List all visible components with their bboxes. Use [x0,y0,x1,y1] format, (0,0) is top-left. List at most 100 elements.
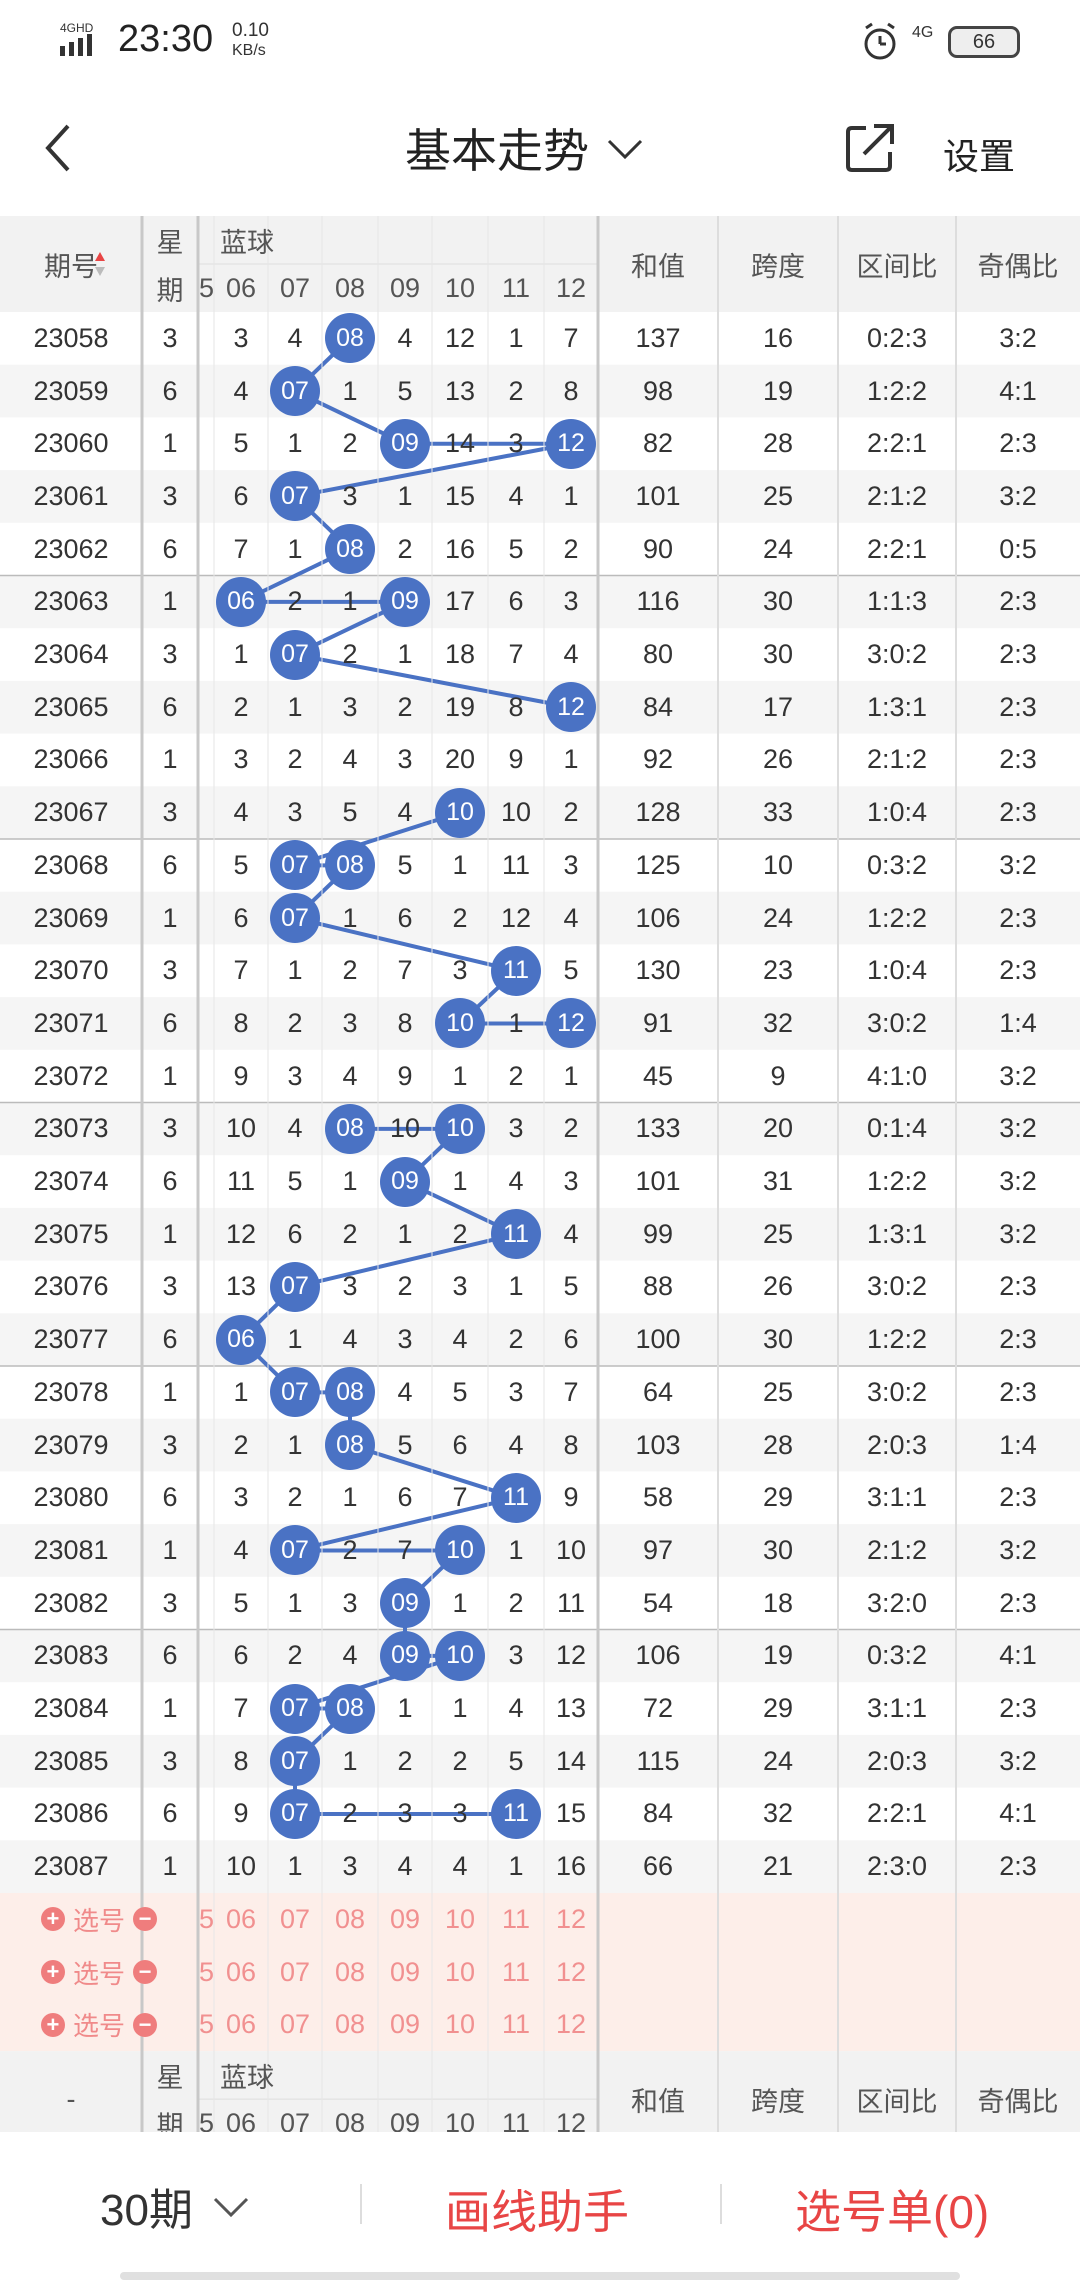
blue-cell: 6 [452,1429,468,1460]
pick-list-button[interactable]: 选号单(0) [795,2186,990,2238]
blue-ball: 07 [270,1261,320,1312]
pick-number[interactable]: 08 [334,1903,366,1934]
span-cell: 23 [762,955,794,986]
span-cell: 25 [762,480,794,511]
pick-number[interactable]: 12 [555,2009,587,2040]
chevron-down-icon [213,2197,249,2218]
remove-icon[interactable]: − [133,2012,157,2037]
add-icon[interactable]: + [40,2012,65,2037]
pick-number[interactable]: 12 [555,1903,587,1934]
pick-number[interactable]: 06 [225,1956,257,1987]
sum-cell: 84 [642,691,674,722]
blue-cell: 2 [508,1587,524,1618]
blue-cell: 2 [397,691,413,722]
sum-cell: 106 [635,902,681,933]
week-cell: 1 [162,1376,178,1407]
issue-cell: 23062 [33,533,109,564]
pick-number[interactable]: 06 [225,2009,257,2040]
zone-ratio-cell: 3:2:0 [866,1587,928,1618]
blue-cell: 12 [225,1218,257,1249]
pick-number[interactable]: 07 [279,1903,311,1934]
pick-number[interactable]: 10 [444,1956,476,1987]
draw-helper-button[interactable]: 画线助手 [445,2186,629,2238]
blue-ball-header: 蓝球 [220,2062,274,2093]
blue-ball: 10 [435,787,485,838]
blue-ball: 12 [546,418,596,469]
blue-cell: 4 [397,1851,413,1882]
row-bg [0,1629,1080,1683]
issue-cell: 23087 [33,1851,109,1882]
blue-cell: 4 [287,322,303,353]
add-icon[interactable]: + [40,1907,65,1932]
row-bg [0,1524,1080,1577]
odd-even-cell: 3:2 [999,1218,1037,1249]
pick-area-bg [0,1893,1080,2052]
pick-number[interactable]: 10 [444,2009,476,2040]
page-title[interactable]: 基本走势 [405,118,645,178]
pick-number[interactable]: 08 [334,2009,366,2040]
blue-cell: 4 [563,1218,579,1249]
pick-row-control[interactable]: + 选号 − [0,1946,198,1999]
remove-icon[interactable]: − [133,1907,157,1932]
pick-number[interactable]: 11 [501,1903,531,1934]
span-cell: 9 [770,1060,786,1091]
span-cell: 28 [762,428,794,459]
add-icon[interactable]: + [40,1960,65,1985]
issue-cell: 23064 [33,639,109,670]
blue-cell: 4 [397,1376,413,1407]
pick-number[interactable]: 07 [279,1956,311,1987]
blue-col-header: 10 [444,272,476,303]
share-button[interactable] [842,120,898,176]
blue-cell: 19 [444,691,476,722]
blue-cell: 2 [397,1271,413,1302]
issue-header[interactable]: 期号 [44,251,98,282]
pick-number[interactable]: 5 [198,1956,214,1987]
pick-number[interactable]: 08 [334,1956,366,1987]
issue-cell: 23085 [33,1745,109,1776]
pick-number[interactable]: 11 [501,2009,531,2040]
blue-cell: 4 [233,1534,249,1565]
settings-button[interactable]: 设置 [943,136,1016,177]
remove-icon[interactable]: − [133,1960,157,1985]
blue-cell: 1 [342,375,358,406]
blue-ball-header: 蓝球 [220,227,274,258]
blue-ball: 08 [325,1367,375,1418]
blue-cell: 5 [563,1271,579,1302]
odd-even-cell: 3:2 [999,1060,1037,1091]
zone-ratio-header: 区间比 [856,2086,938,2117]
odd-even-cell: 4:1 [999,375,1037,406]
blue-cell: 6 [397,1482,413,1513]
pick-number[interactable]: 11 [501,1956,531,1987]
sum-cell: 115 [636,1745,680,1776]
pick-number[interactable]: 06 [225,1903,257,1934]
blue-ball: 07 [270,1683,320,1734]
pick-number[interactable]: 10 [444,1903,476,1934]
sort-icon[interactable] [94,250,106,278]
zone-ratio-cell: 2:2:1 [866,533,928,564]
blue-cell: 3 [342,1587,358,1618]
trend-table: 期号星期蓝球 5 06 07 08 09 10 11 12 和值 跨度 区间比 奇偶比 23058 3 3 4 4… [0,216,1080,2132]
pick-number[interactable]: 12 [555,1956,587,1987]
back-button[interactable] [40,120,80,176]
pick-number[interactable]: 09 [389,2009,421,2040]
zone-ratio-cell: 2:3:0 [866,1851,928,1882]
odd-even-header: 奇偶比 [977,251,1059,282]
pick-number[interactable]: 5 [198,1903,214,1934]
span-cell: 18 [762,1587,794,1618]
pick-number[interactable]: 09 [389,1956,421,1987]
span-cell: 17 [762,691,794,722]
pick-row-control[interactable]: + 选号 − [0,1998,198,2051]
blue-ball: 06 [216,576,266,627]
blue-cell: 5 [508,533,524,564]
blue-cell: 13 [225,1271,257,1302]
blue-cell: 6 [397,902,413,933]
week-cell: 6 [162,533,178,564]
blue-cell: 6 [508,586,524,617]
pick-number[interactable]: 09 [389,1903,421,1934]
blue-cell: 4 [233,375,249,406]
blue-cell: 4 [342,744,358,775]
pick-number[interactable]: 07 [279,2009,311,2040]
pick-number[interactable]: 5 [198,2009,214,2040]
periods-selector[interactable]: 30期 [100,2176,251,2236]
pick-row-control[interactable]: + 选号 − [0,1893,198,1946]
